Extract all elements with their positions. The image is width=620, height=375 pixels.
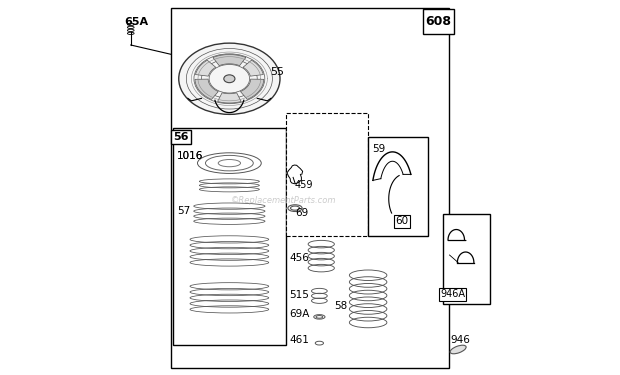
Text: 608: 608 <box>425 15 451 28</box>
Text: 55: 55 <box>270 67 285 77</box>
Bar <box>171 8 449 368</box>
Text: 461: 461 <box>290 335 309 345</box>
Ellipse shape <box>179 43 280 114</box>
Ellipse shape <box>224 75 235 82</box>
Text: 946A: 946A <box>440 290 465 299</box>
Text: ©ReplacementParts.com: ©ReplacementParts.com <box>231 196 337 205</box>
Text: 459: 459 <box>295 180 314 189</box>
Polygon shape <box>241 79 264 99</box>
Text: 59: 59 <box>372 144 385 154</box>
Text: 58: 58 <box>334 302 348 311</box>
Bar <box>443 214 490 304</box>
Bar <box>368 137 428 236</box>
Bar <box>286 112 368 236</box>
Text: 60: 60 <box>396 216 409 226</box>
Text: 57: 57 <box>177 206 190 216</box>
Polygon shape <box>213 54 246 66</box>
Text: 65A: 65A <box>125 17 149 27</box>
Bar <box>422 9 454 34</box>
Text: 56: 56 <box>173 132 188 142</box>
Polygon shape <box>195 79 218 99</box>
Polygon shape <box>195 60 216 76</box>
Bar <box>173 128 286 345</box>
Text: 946: 946 <box>451 335 471 345</box>
Text: 69A: 69A <box>290 309 310 319</box>
Polygon shape <box>243 60 264 76</box>
Polygon shape <box>218 93 241 103</box>
Text: 1016: 1016 <box>177 152 203 161</box>
Text: 1016: 1016 <box>177 152 203 161</box>
Text: 515: 515 <box>290 290 309 300</box>
Text: 69: 69 <box>295 208 308 218</box>
Text: 456: 456 <box>290 253 309 262</box>
Ellipse shape <box>450 345 466 354</box>
